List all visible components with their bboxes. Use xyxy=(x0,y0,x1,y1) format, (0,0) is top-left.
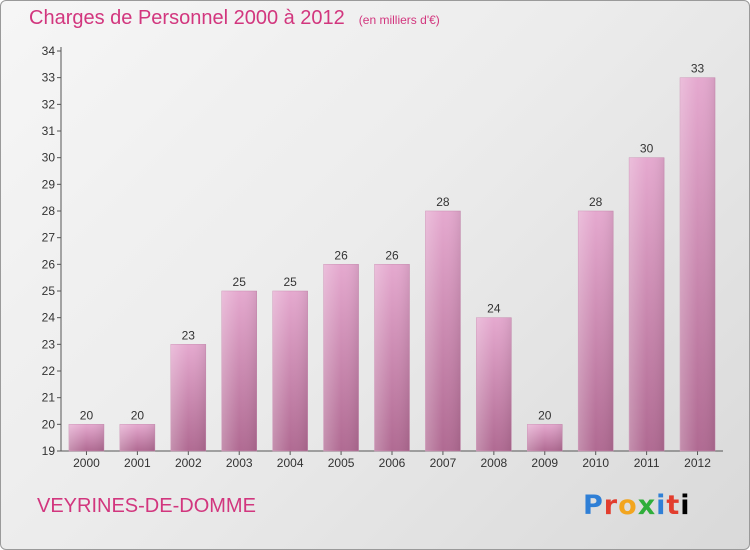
bar-shade xyxy=(272,291,308,451)
bar-shade xyxy=(476,317,512,451)
x-tick-label: 2010 xyxy=(582,456,609,470)
x-tick-label: 2011 xyxy=(634,456,660,470)
bar-shade xyxy=(323,264,359,451)
y-tick-label: 22 xyxy=(42,364,56,378)
x-tick-label: 2003 xyxy=(226,456,253,470)
bar-shade xyxy=(680,77,716,452)
y-tick-label: 21 xyxy=(42,391,56,405)
data-labels: 20 20 23 25 25 26 26 28 24 20 28 30 33 xyxy=(80,62,705,423)
data-label: 33 xyxy=(691,62,705,76)
x-tick-label: 2000 xyxy=(73,456,100,470)
y-tick-label: 28 xyxy=(42,204,56,218)
bar-shade xyxy=(578,211,614,451)
x-tick-label: 2012 xyxy=(684,456,711,470)
data-label: 23 xyxy=(182,328,196,342)
bar-shade xyxy=(68,424,104,451)
data-label: 30 xyxy=(640,142,654,156)
y-tick-label: 25 xyxy=(42,284,56,298)
y-tick-label: 27 xyxy=(42,231,56,245)
data-label: 20 xyxy=(538,408,552,422)
data-label: 26 xyxy=(334,248,348,262)
y-axis: 19 20 21 22 23 24 25 26 27 28 29 30 31 32 33 34 xyxy=(42,44,62,458)
y-tick-label: 33 xyxy=(42,71,56,85)
bar-shade xyxy=(629,157,665,451)
data-label: 25 xyxy=(283,275,297,289)
x-tick-label: 2005 xyxy=(328,456,355,470)
x-axis: 2000 2001 2002 2003 2004 2005 2006 2007 2008 2009… xyxy=(61,450,723,470)
x-tick-label: 2009 xyxy=(531,456,558,470)
y-tick-label: 30 xyxy=(42,151,56,165)
data-label: 24 xyxy=(487,302,501,316)
data-label: 28 xyxy=(589,195,603,209)
y-tick-label: 23 xyxy=(42,337,56,351)
x-tick-label: 2007 xyxy=(430,456,457,470)
y-tick-label: 29 xyxy=(42,177,56,191)
title-row: Charges de Personnel 2000 à 2012 (en mill… xyxy=(29,7,440,30)
data-label: 28 xyxy=(436,195,450,209)
bar-shade xyxy=(170,344,206,451)
y-tick-label: 20 xyxy=(42,417,56,431)
x-tick-label: 2002 xyxy=(175,456,202,470)
y-tick-label: 24 xyxy=(42,311,56,325)
x-tick-label: 2008 xyxy=(480,456,507,470)
commune-name: VEYRINES-DE-DOMME xyxy=(37,495,256,517)
chart-subtitle: (en milliers d'€) xyxy=(358,13,440,27)
proxiti-logo: Proxiti xyxy=(583,490,691,521)
data-label: 26 xyxy=(385,248,399,262)
bar-shade xyxy=(425,211,461,451)
bar-shade xyxy=(374,264,410,451)
y-tick-label: 32 xyxy=(42,97,56,111)
y-tick-label: 31 xyxy=(42,124,56,138)
data-label: 20 xyxy=(131,408,145,422)
data-label: 25 xyxy=(233,275,247,289)
x-tick-label: 2004 xyxy=(277,456,304,470)
y-tick-label: 34 xyxy=(42,44,56,58)
bar-shade xyxy=(119,424,155,451)
bar-shade xyxy=(221,291,257,451)
data-label: 20 xyxy=(80,408,94,422)
x-tick-label: 2006 xyxy=(379,456,406,470)
y-tick-label: 26 xyxy=(42,257,56,271)
x-tick-label: 2001 xyxy=(124,456,151,470)
y-tick-label: 19 xyxy=(42,444,56,458)
bars xyxy=(68,77,716,452)
bar-shade xyxy=(527,424,563,451)
chart-title: Charges de Personnel 2000 à 2012 xyxy=(29,7,345,29)
